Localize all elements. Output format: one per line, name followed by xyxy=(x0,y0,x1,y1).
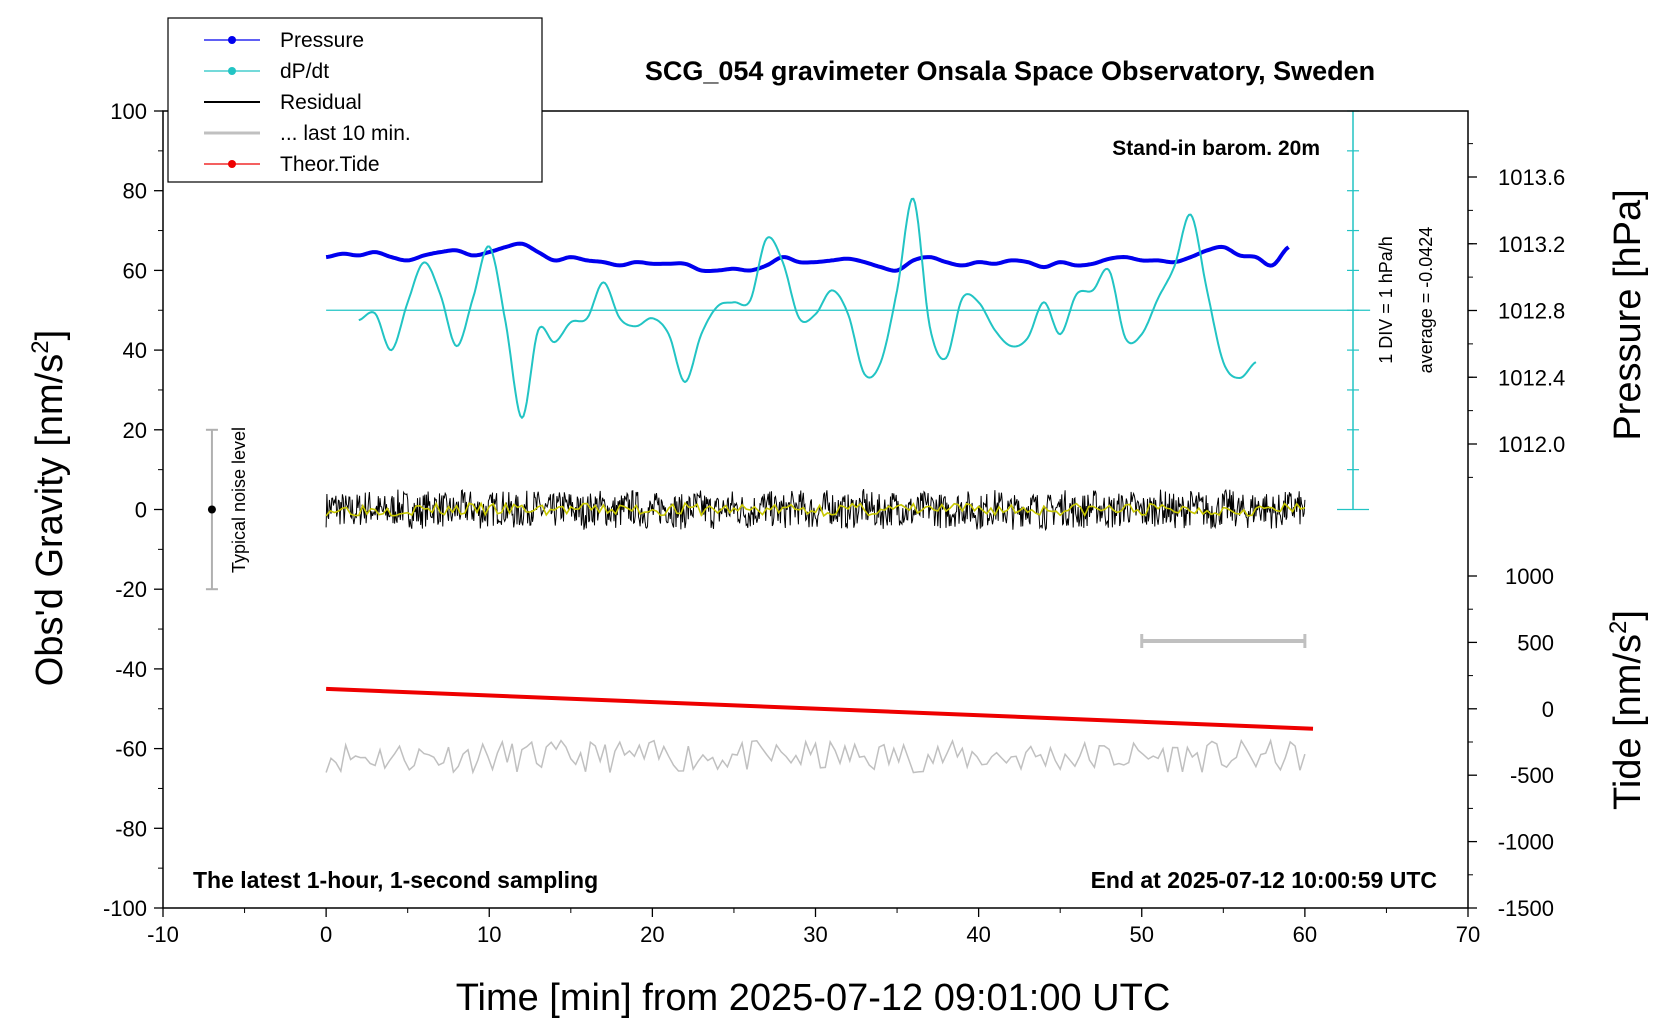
pressure-tick-label-0: 1012.0 xyxy=(1498,432,1565,457)
y-axis-title-tide: Tide [nm/s2] xyxy=(1605,610,1649,810)
y-tick-label-4: -20 xyxy=(115,577,147,602)
x-tick-label-5: 40 xyxy=(966,922,990,947)
y-tick-label-1: -80 xyxy=(115,816,147,841)
tide-tick-label-1: -1000 xyxy=(1498,830,1554,855)
noise-bar-center xyxy=(207,505,216,514)
tide-tick-label-2: -500 xyxy=(1510,763,1554,788)
legend-label-0: Pressure xyxy=(280,29,364,52)
y-axis-title-left: Obs'd Gravity [nm/s2] xyxy=(27,330,71,686)
series-residual xyxy=(325,488,1306,532)
legend-marker-1 xyxy=(228,67,236,75)
series-last-10-min xyxy=(325,738,1306,775)
bottom-left-note: The latest 1-hour, 1-second sampling xyxy=(193,867,598,893)
axes: -10 0 10 20 30 40 50 60 70-100-80-60-40-20020406… xyxy=(103,99,1565,947)
legend-label-2: Residual xyxy=(280,91,362,114)
div-note: 1 DIV = 1 hPa/h xyxy=(1376,236,1396,364)
chart-title: SCG_054 gravimeter Onsala Space Observat… xyxy=(645,56,1375,86)
pressure-tick-label-2: 1012.8 xyxy=(1498,299,1565,324)
x-tick-label-6: 50 xyxy=(1130,922,1154,947)
y-tick-label-0: -100 xyxy=(103,896,147,921)
x-tick-label-0: -10 xyxy=(147,922,179,947)
y-tick-label-10: 100 xyxy=(110,99,147,124)
x-tick-label-7: 60 xyxy=(1293,922,1317,947)
x-tick-label-8: 70 xyxy=(1456,922,1480,947)
average-note: average = -0.0424 xyxy=(1416,227,1436,374)
y-tick-label-6: 20 xyxy=(123,418,147,443)
y-tick-label-3: -40 xyxy=(115,657,147,682)
y-tick-label-2: -60 xyxy=(115,737,147,762)
series-theor-tide xyxy=(326,686,1314,731)
pressure-tick-label-3: 1013.2 xyxy=(1498,232,1565,257)
y-tick-label-9: 80 xyxy=(123,179,147,204)
legend-label-4: Theor.Tide xyxy=(280,153,380,176)
legend-label-1: dP/dt xyxy=(280,60,329,83)
series-dp-dt xyxy=(358,197,1257,419)
x-tick-label-4: 30 xyxy=(803,922,827,947)
tide-tick-label-3: 0 xyxy=(1542,697,1554,722)
tide-tick-label-5: 1000 xyxy=(1505,564,1554,589)
x-tick-label-2: 10 xyxy=(477,922,501,947)
legend-label-3: ... last 10 min. xyxy=(280,122,411,145)
legend-marker-0 xyxy=(228,36,236,44)
y-tick-label-7: 40 xyxy=(123,338,147,363)
pressure-tick-label-1: 1012.4 xyxy=(1498,365,1565,390)
tide-tick-label-0: -1500 xyxy=(1498,896,1554,921)
x-tick-label-1: 0 xyxy=(320,922,332,947)
series-pressure xyxy=(325,241,1290,273)
legend: Pressure dP/dt Residual ... last 10 min. The… xyxy=(167,17,543,183)
y-tick-label-8: 60 xyxy=(123,258,147,283)
y-tick-label-5: 0 xyxy=(135,498,147,523)
x-tick-label-3: 20 xyxy=(640,922,664,947)
pressure-tick-label-4: 1013.6 xyxy=(1498,165,1565,190)
plot-area xyxy=(205,110,1371,775)
noise-note: Typical noise level xyxy=(229,427,249,573)
tide-tick-label-4: 500 xyxy=(1517,630,1554,655)
legend-marker-4 xyxy=(228,160,236,168)
x-axis-title: Time [min] from 2025-07-12 09:01:00 UTC xyxy=(456,977,1171,1019)
series-residual-smoothed xyxy=(325,501,1306,518)
bottom-right-note: End at 2025-07-12 10:00:59 UTC xyxy=(1091,867,1437,893)
y-axis-title-pressure: Pressure [hPa] xyxy=(1607,189,1649,440)
legend-box xyxy=(167,17,543,183)
barometer-note: Stand-in barom. 20m xyxy=(1112,137,1320,160)
